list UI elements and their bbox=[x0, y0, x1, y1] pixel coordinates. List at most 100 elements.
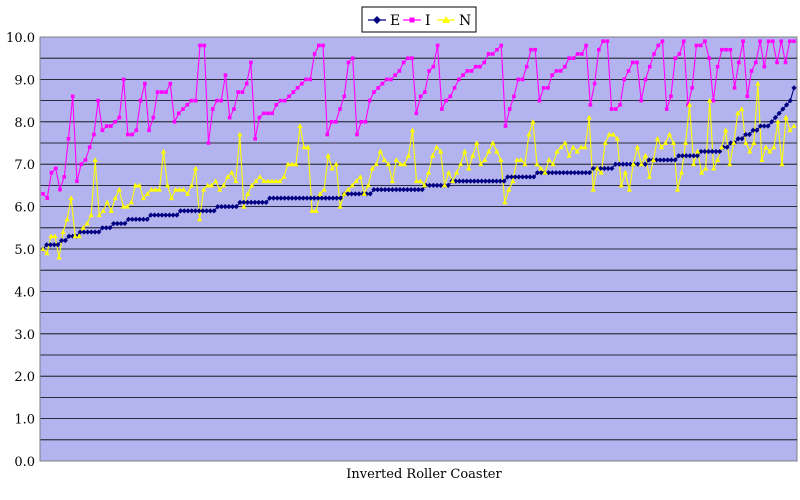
point-n bbox=[699, 169, 705, 175]
point-n bbox=[112, 195, 118, 201]
point-n bbox=[763, 144, 769, 150]
point-i bbox=[512, 94, 516, 99]
point-i bbox=[185, 103, 190, 107]
point-i bbox=[758, 39, 762, 44]
point-e bbox=[676, 153, 682, 159]
point-n bbox=[261, 178, 267, 184]
point-i bbox=[503, 124, 508, 128]
point-i bbox=[87, 145, 92, 150]
point-i bbox=[618, 103, 622, 107]
point-i bbox=[486, 52, 491, 56]
point-n bbox=[727, 161, 733, 167]
point-i bbox=[147, 128, 151, 133]
point-i bbox=[457, 77, 461, 82]
point-i bbox=[266, 111, 270, 116]
point-e bbox=[196, 208, 202, 214]
point-i bbox=[766, 39, 771, 44]
point-e bbox=[646, 157, 652, 163]
point-n bbox=[393, 157, 400, 162]
point-e bbox=[77, 229, 83, 235]
point-i bbox=[380, 81, 385, 86]
point-e bbox=[791, 85, 797, 91]
point-e bbox=[62, 237, 68, 244]
point-n bbox=[88, 212, 94, 218]
point-i bbox=[414, 111, 419, 116]
point-e bbox=[590, 165, 596, 172]
point-i bbox=[792, 39, 796, 44]
point-e bbox=[527, 174, 533, 180]
point-i bbox=[160, 90, 164, 94]
point-n bbox=[401, 161, 408, 167]
point-e bbox=[207, 208, 213, 214]
point-n bbox=[357, 174, 363, 179]
point-e bbox=[479, 178, 485, 184]
legend-entry-e: E bbox=[368, 13, 400, 29]
point-i bbox=[401, 60, 406, 65]
point-i bbox=[427, 69, 431, 73]
point-i bbox=[563, 64, 567, 69]
point-n bbox=[425, 169, 432, 175]
point-i bbox=[359, 120, 364, 124]
point-e bbox=[263, 199, 269, 205]
point-n bbox=[554, 148, 560, 154]
point-n bbox=[638, 161, 644, 167]
point-e bbox=[516, 174, 522, 180]
point-n bbox=[345, 186, 351, 192]
point-n bbox=[140, 195, 147, 201]
point-n bbox=[285, 161, 291, 167]
point-i bbox=[554, 69, 559, 73]
point-e bbox=[356, 191, 362, 197]
point-n bbox=[241, 203, 247, 209]
point-i bbox=[711, 98, 716, 103]
point-e bbox=[326, 195, 332, 201]
point-e bbox=[270, 195, 277, 201]
point-n bbox=[703, 165, 709, 171]
point-e bbox=[438, 182, 444, 188]
point-n bbox=[68, 195, 74, 201]
point-i bbox=[109, 124, 113, 128]
point-n bbox=[498, 157, 504, 162]
point-n bbox=[417, 178, 424, 184]
point-e bbox=[296, 195, 303, 201]
point-i bbox=[630, 60, 635, 65]
point-e bbox=[783, 102, 790, 108]
point-n bbox=[590, 186, 596, 192]
point-n bbox=[478, 161, 484, 167]
point-i bbox=[134, 128, 139, 133]
point-n bbox=[510, 178, 516, 184]
point-e bbox=[560, 170, 567, 176]
point-i bbox=[537, 98, 542, 103]
point-i bbox=[66, 136, 71, 141]
point-i bbox=[121, 77, 126, 82]
point-i bbox=[41, 192, 45, 196]
point-n bbox=[739, 106, 745, 112]
point-e bbox=[256, 199, 262, 205]
point-e bbox=[293, 195, 299, 201]
point-e bbox=[248, 199, 254, 205]
point-e bbox=[772, 114, 779, 121]
point-i bbox=[287, 94, 291, 99]
point-n bbox=[257, 174, 263, 179]
point-e bbox=[289, 195, 295, 201]
point-e bbox=[408, 187, 414, 193]
point-n bbox=[462, 148, 468, 154]
point-i bbox=[520, 77, 525, 82]
point-n bbox=[494, 148, 500, 154]
point-i bbox=[168, 81, 173, 86]
point-e bbox=[267, 195, 273, 201]
point-e bbox=[244, 199, 251, 205]
point-n bbox=[450, 178, 456, 184]
point-e bbox=[415, 187, 422, 193]
point-i bbox=[737, 60, 741, 65]
point-n bbox=[365, 182, 371, 188]
point-e bbox=[657, 157, 663, 163]
point-n bbox=[40, 246, 46, 251]
series-markers bbox=[40, 39, 797, 260]
point-e bbox=[58, 237, 65, 244]
point-n bbox=[184, 191, 191, 196]
point-i bbox=[652, 52, 656, 56]
point-e bbox=[375, 187, 381, 193]
point-n bbox=[128, 199, 134, 205]
point-i bbox=[664, 107, 669, 111]
point-n bbox=[273, 178, 279, 184]
